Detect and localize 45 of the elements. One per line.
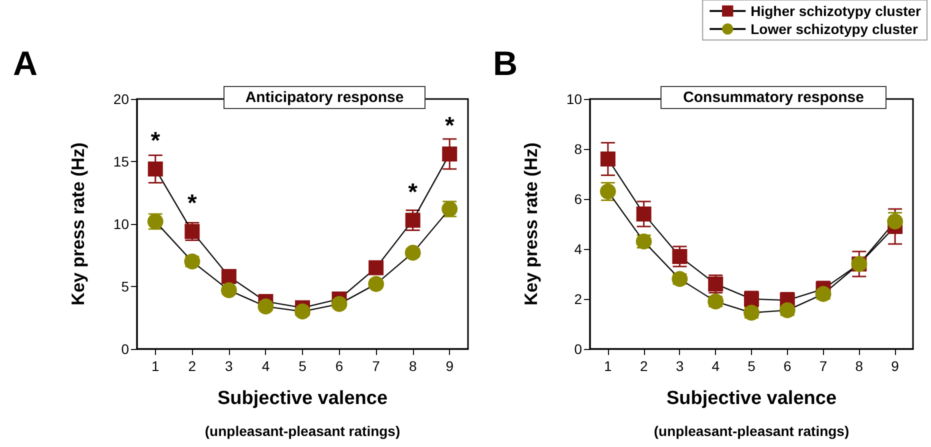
x-tick-label: 7	[372, 358, 380, 374]
x-tick-label: 4	[712, 358, 720, 374]
y-tick-label: 0	[574, 341, 582, 357]
x-tick-label: 6	[783, 358, 792, 374]
legend-label: Higher schizotypy cluster	[750, 3, 922, 19]
chart-title: A	[13, 45, 38, 83]
x-tick-label: 9	[446, 358, 454, 374]
y-tick-label: 20	[113, 91, 130, 107]
annotation: *	[444, 112, 455, 140]
annotation: *	[408, 178, 418, 206]
x-tick-label: 8	[408, 358, 417, 374]
x-tick-label: 9	[891, 358, 900, 374]
x-tick-label: 4	[262, 358, 270, 374]
x-tick-label: 1	[604, 358, 612, 374]
x-tick-label: 6	[335, 358, 344, 374]
x-tick-label: 5	[748, 358, 756, 374]
y-tick-label: 8	[574, 141, 582, 157]
x-tick-label: 2	[188, 358, 196, 374]
x-tick-label: 5	[298, 358, 307, 374]
x-tick-label: 1	[151, 358, 160, 374]
annotation: *	[187, 190, 198, 217]
text: (unpleasant-pleasant ratings)	[654, 423, 850, 439]
y-axis-title: Key press rate (Hz)	[521, 142, 541, 306]
chart-subtitle: Consummatory response	[683, 89, 864, 106]
y-axis-title: Key press rate (Hz)	[68, 142, 88, 306]
x-tick-label: 2	[640, 358, 648, 374]
x-axis-title: Subjective valence	[666, 388, 837, 409]
y-tick-label: 10	[113, 216, 130, 232]
y-tick-label: 0	[121, 341, 130, 357]
x-tick-label: 7	[819, 358, 828, 374]
chart-title: B	[493, 45, 518, 83]
y-tick-label: 15	[113, 154, 130, 170]
annotation: *	[150, 128, 161, 154]
x-tick-label: 3	[676, 358, 684, 374]
x-tick-label: 8	[855, 358, 864, 374]
y-tick-label: 6	[574, 191, 582, 207]
y-tick-label: 2	[574, 291, 582, 307]
legend-label: Lower schizotypy cluster	[750, 21, 918, 37]
chart-subtitle: Anticipatory response	[245, 89, 404, 106]
text: (unpleasant-pleasant ratings)	[204, 423, 400, 439]
x-axis-title: Subjective valence	[217, 388, 388, 409]
y-tick-label: 4	[574, 241, 582, 257]
y-tick-label: 5	[121, 278, 130, 294]
x-tick-label: 3	[225, 358, 234, 374]
y-tick-label: 10	[566, 91, 582, 107]
